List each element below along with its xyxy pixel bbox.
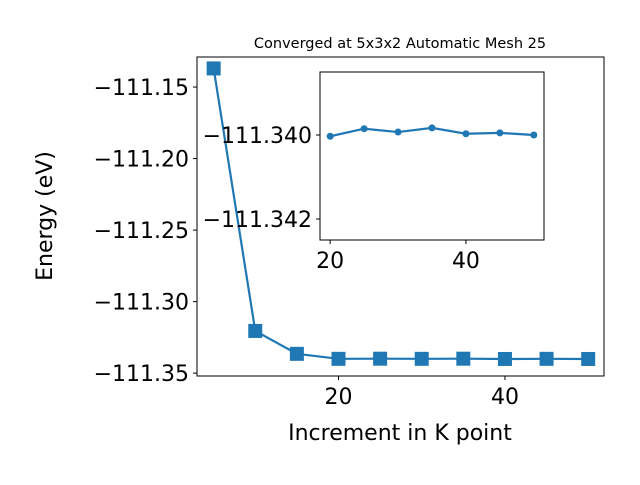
x-axis-label: Increment in K point <box>288 421 512 446</box>
inset-x-tick-label: 20 <box>316 249 344 274</box>
inset-data-point <box>496 129 504 137</box>
main-y-tick-label: −111.35 <box>94 362 189 387</box>
chart-title: Converged at 5x3x2 Automatic Mesh 25 <box>254 36 546 52</box>
inset-data-point <box>462 130 470 138</box>
inset-x-tick-label: 40 <box>452 249 480 274</box>
main-data-point <box>456 351 471 366</box>
inset-y-tick-label: −111.342 <box>203 208 312 233</box>
y-axis-label: Energy (eV) <box>33 151 58 281</box>
main-chart: 20 40 −111.15−111.20−111.25−111.30−111.35… <box>33 36 605 446</box>
main-data-point <box>373 351 388 366</box>
main-data-point <box>497 351 512 366</box>
main-x-axis: 20 40 <box>324 376 519 410</box>
inset-chart: 20 40 −111.342−111.340 <box>203 71 545 274</box>
main-y-tick-label: −111.30 <box>94 291 189 316</box>
main-data-point <box>539 351 554 366</box>
main-data-point <box>248 323 263 338</box>
main-series-layer <box>206 61 596 366</box>
inset-plot-frame <box>319 71 545 241</box>
inset-background <box>320 72 544 240</box>
main-y-tick-label: −111.20 <box>94 148 189 173</box>
main-plot-frame <box>196 56 605 377</box>
inset-series-layer <box>326 124 538 140</box>
main-x-tick-label: 40 <box>491 385 519 410</box>
inset-y-axis: −111.342 −111.340 <box>203 124 320 233</box>
inset-data-point <box>360 125 368 133</box>
main-y-tick-label: −111.15 <box>94 76 189 101</box>
main-series-line <box>212 68 589 361</box>
main-data-point <box>331 351 346 366</box>
main-x-tick-label: 20 <box>324 385 352 410</box>
main-data-point <box>414 351 429 366</box>
inset-x-axis: 20 40 <box>316 240 480 274</box>
inset-data-point <box>530 131 538 139</box>
inset-y-tick-label: −111.340 <box>203 124 312 149</box>
inset-data-point <box>326 132 334 140</box>
main-data-point <box>206 61 221 76</box>
main-y-tick-label: −111.25 <box>94 219 189 244</box>
main-data-point <box>581 351 596 366</box>
main-y-axis: −111.15 −111.20 −111.25 −111.30 −111.35 <box>94 76 197 387</box>
inset-data-point <box>394 128 402 136</box>
inset-data-point <box>428 124 436 132</box>
main-data-point <box>289 346 304 361</box>
